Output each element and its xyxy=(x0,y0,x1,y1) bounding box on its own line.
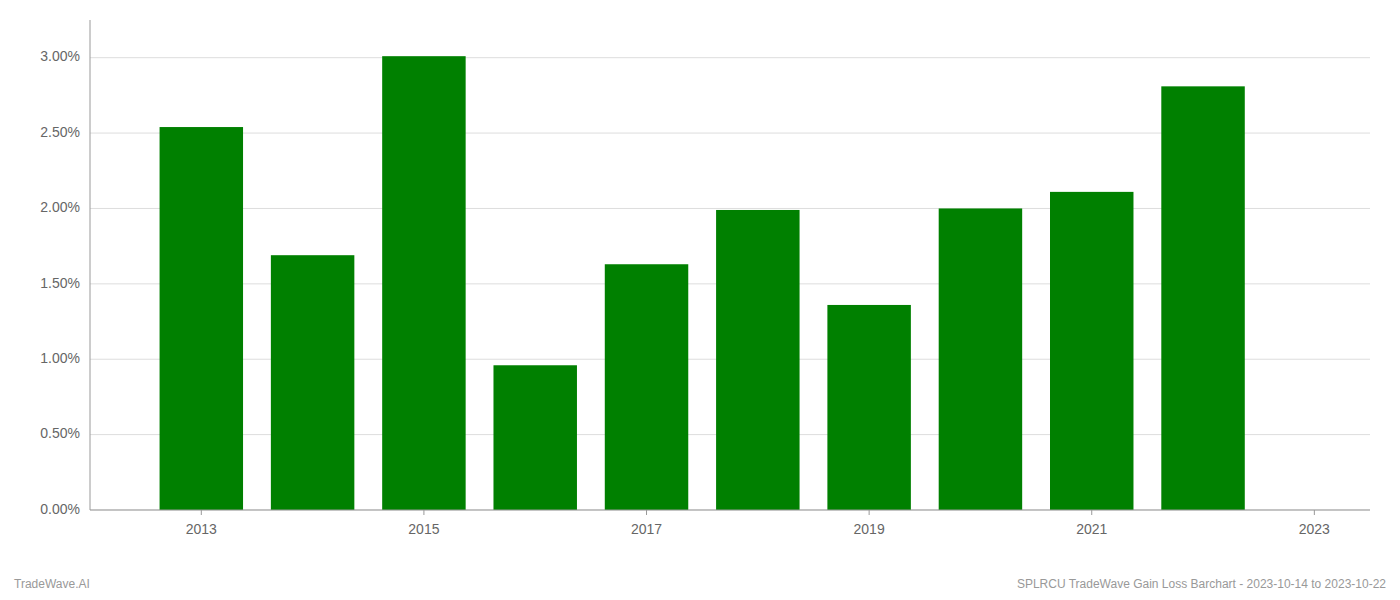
x-tick-label: 2013 xyxy=(186,521,217,537)
bar xyxy=(493,365,576,510)
y-tick-label: 2.50% xyxy=(40,124,80,140)
chart-container: 0.00% 0.50% 1.00% 1.50% 2.00% 2.50% 3.00% 2013 2… xyxy=(0,0,1400,600)
x-tick xyxy=(869,510,870,515)
y-tick-label: 2.00% xyxy=(40,199,80,215)
y-grid xyxy=(90,58,1370,510)
bar xyxy=(827,305,910,510)
bar xyxy=(271,255,354,510)
footer-text: TradeWave.AI xyxy=(14,577,90,591)
y-tick-label: 0.00% xyxy=(40,501,80,517)
chart-svg: 0.00% 0.50% 1.00% 1.50% 2.00% 2.50% 3.00% 2013 2… xyxy=(0,0,1400,600)
bar xyxy=(382,56,465,510)
bar xyxy=(1050,192,1133,510)
y-tick-label: 3.00% xyxy=(40,48,80,64)
x-tick-label: 2015 xyxy=(408,521,439,537)
y-tick-label: 1.50% xyxy=(40,275,80,291)
x-tick xyxy=(1091,510,1092,515)
grid-line xyxy=(90,57,1370,58)
x-tick-label: 2019 xyxy=(854,521,885,537)
y-tick-label: 1.00% xyxy=(40,350,80,366)
bar xyxy=(716,210,799,510)
footer-text: SPLRCU TradeWave Gain Loss Barchart - 20… xyxy=(1017,577,1386,591)
bar xyxy=(605,264,688,510)
bar xyxy=(939,208,1022,510)
background xyxy=(0,0,1400,600)
grid-line xyxy=(90,510,1370,511)
x-tick xyxy=(423,510,424,515)
x-tick xyxy=(201,510,202,515)
x-tick-label: 2021 xyxy=(1076,521,1107,537)
bars xyxy=(160,56,1245,510)
y-tick-label: 0.50% xyxy=(40,425,80,441)
x-tick xyxy=(646,510,647,515)
bar xyxy=(160,127,243,510)
y-axis-line xyxy=(90,20,91,510)
bar xyxy=(1161,86,1244,510)
x-tick xyxy=(1314,510,1315,515)
x-tick-label: 2017 xyxy=(631,521,662,537)
x-axis-line xyxy=(90,510,1370,511)
x-tick-label: 2023 xyxy=(1299,521,1330,537)
